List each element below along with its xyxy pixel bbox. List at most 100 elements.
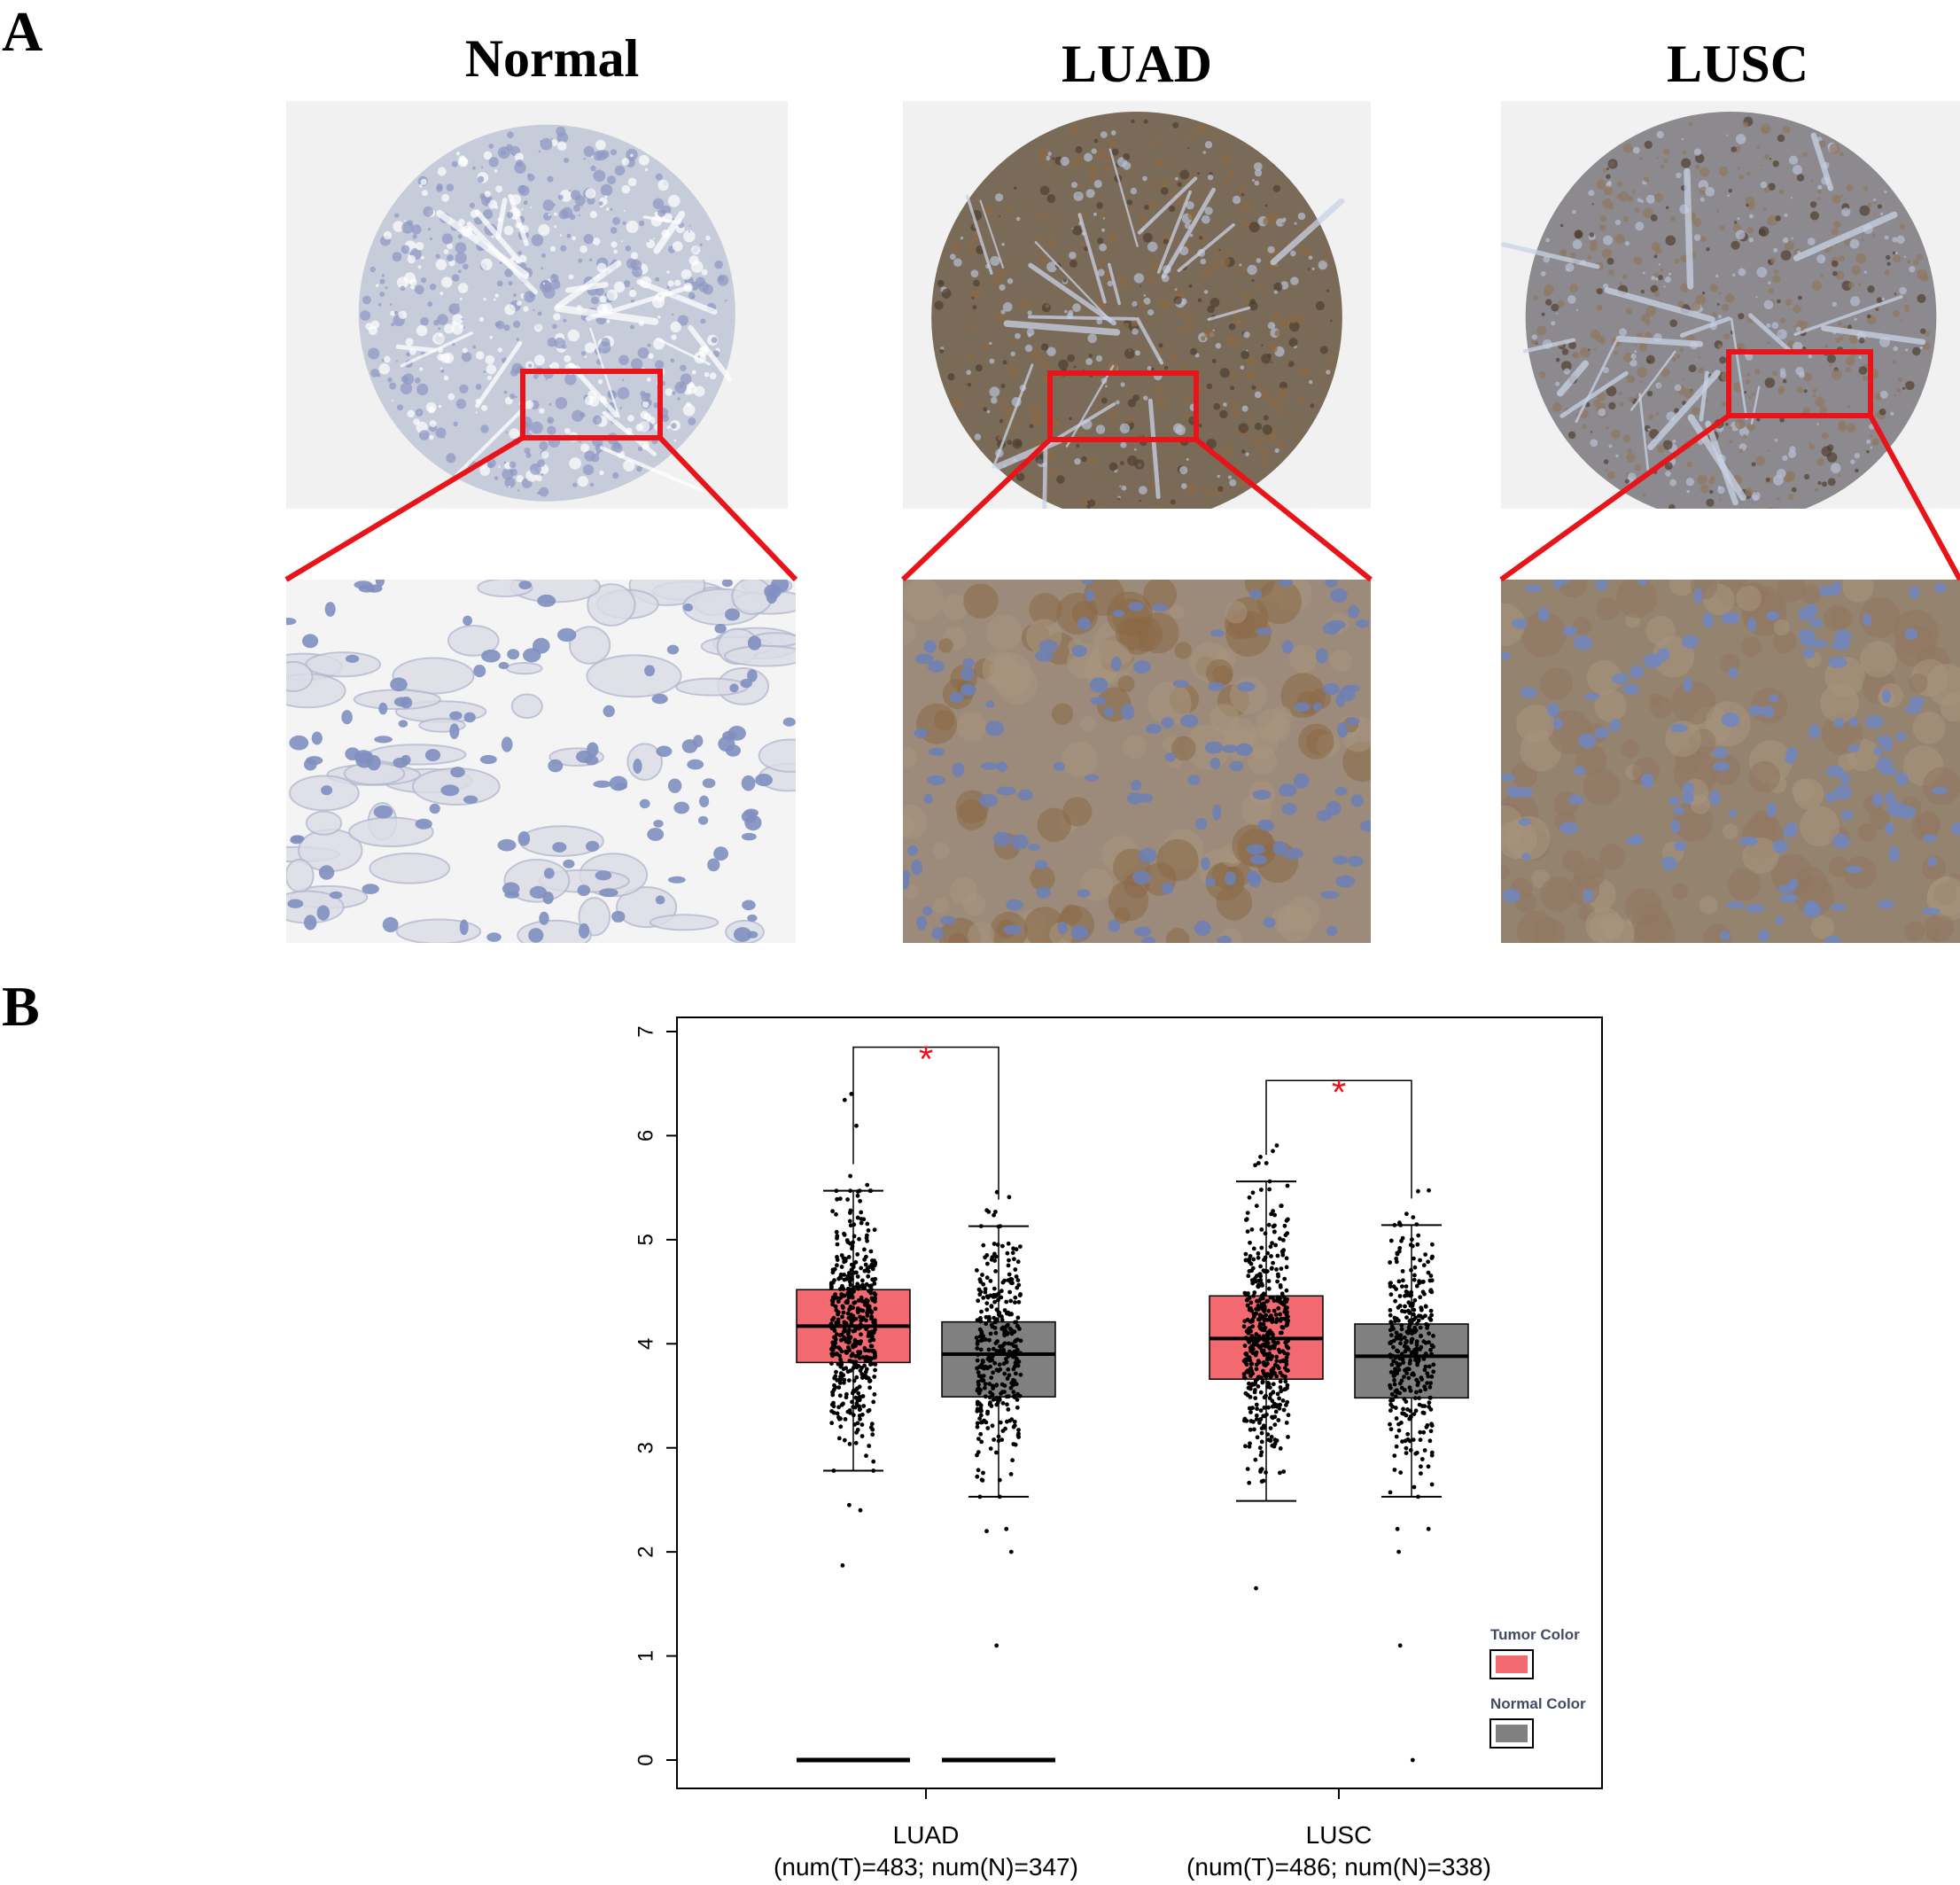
tissue-texture: [1637, 198, 1642, 203]
tissue-texture: [391, 323, 395, 327]
tissue-texture: [1254, 391, 1262, 399]
tissue-texture: [1127, 172, 1132, 176]
tissue-texture: [969, 324, 977, 331]
x-group-sublabel: (num(T)=486; num(N)=338): [1186, 1853, 1491, 1881]
tissue-texture: [1153, 386, 1161, 393]
tumor-point: [1284, 1256, 1289, 1261]
tumor-point: [839, 1349, 844, 1354]
normal-point: [1396, 1349, 1401, 1354]
tissue-texture: [1089, 164, 1098, 173]
tissue-texture: [483, 298, 486, 301]
tissue-texture: [1178, 290, 1186, 298]
tissue-texture: [1699, 236, 1707, 243]
tissue-texture: [1798, 295, 1802, 300]
tumor-point: [1248, 1395, 1253, 1399]
normal-point: [1016, 1428, 1021, 1432]
tissue-texture: [1264, 204, 1268, 207]
tissue-texture: [1219, 256, 1231, 267]
tissue-texture: [947, 373, 955, 381]
normal-point: [1418, 1437, 1423, 1443]
tissue-texture: [1850, 296, 1861, 307]
normal-point: [1404, 1211, 1409, 1217]
tissue-texture: [1008, 336, 1011, 339]
tissue-texture: [626, 220, 639, 233]
tumor-point: [842, 1277, 847, 1282]
normal-point: [1409, 1414, 1413, 1420]
tissue-texture: [653, 238, 655, 240]
tumor-point: [834, 1369, 838, 1375]
zoom-line: [1868, 414, 1960, 581]
tissue-texture: [1081, 456, 1087, 463]
tissue-texture: [483, 370, 486, 373]
normal-point: [1404, 1339, 1409, 1344]
tissue-texture: [485, 198, 491, 204]
tissue-texture: [1143, 123, 1147, 129]
tumor-point: [1284, 1421, 1289, 1425]
tissue-texture: [1161, 455, 1165, 459]
tumor-point: [858, 1406, 862, 1412]
tumor-point: [1251, 1257, 1256, 1262]
normal-point: [1418, 1325, 1423, 1330]
tissue-texture: [1281, 222, 1285, 225]
tissue-texture: [1087, 499, 1096, 507]
tissue-texture: [541, 450, 549, 459]
tissue-texture: [970, 269, 979, 277]
normal-point: [1001, 1361, 1007, 1367]
tissue-texture: [444, 323, 455, 334]
normal-point: [984, 1314, 989, 1320]
tissue-texture: [370, 369, 379, 378]
tissue-texture: [395, 360, 398, 362]
normal-point: [1012, 1378, 1017, 1383]
tissue-texture: [1709, 284, 1718, 292]
tissue-texture: [525, 452, 532, 458]
tissue-streak: [1042, 442, 1048, 509]
tissue-texture: [1108, 409, 1120, 420]
normal-point: [992, 1286, 997, 1291]
tissue-texture: [1655, 277, 1659, 281]
tissue-texture: [1629, 396, 1635, 402]
tissue-texture: [1098, 394, 1103, 400]
normal-point: [1401, 1278, 1405, 1283]
tissue-texture: [1685, 478, 1694, 487]
tissue-texture: [1725, 423, 1729, 426]
tissue-streak: [1135, 316, 1164, 365]
tumor-point: [1253, 1381, 1258, 1386]
tumor-point: [854, 1402, 859, 1407]
normal-point: [979, 1329, 984, 1334]
tissue-texture: [1822, 481, 1827, 487]
normal-point: [1005, 1419, 1009, 1424]
normal-point: [992, 1437, 996, 1442]
tissue-texture: [1774, 269, 1779, 275]
tissue-texture: [1763, 186, 1770, 193]
tissue-texture: [1767, 215, 1777, 226]
tissue-texture: [1681, 158, 1692, 168]
normal-point: [1399, 1351, 1404, 1357]
tissue-texture: [970, 250, 976, 257]
tissue-texture: [1097, 157, 1101, 161]
tissue-texture: [451, 160, 458, 167]
tissue-texture: [1065, 299, 1071, 304]
tissue-texture: [1788, 155, 1799, 165]
normal-point: [1404, 1399, 1409, 1404]
tissue-texture: [1179, 465, 1188, 475]
tissue-texture: [1916, 253, 1923, 261]
normal-point: [988, 1279, 993, 1283]
normal-point: [989, 1375, 994, 1380]
tissue-texture: [1093, 179, 1102, 189]
tissue-texture: [503, 461, 507, 464]
tissue-texture: [1241, 293, 1250, 302]
tumor-point: [832, 1383, 836, 1388]
tissue-texture: [451, 274, 460, 282]
tumor-point: [1257, 1272, 1263, 1277]
tumor-point: [1258, 1155, 1263, 1159]
tissue-texture: [1808, 354, 1813, 359]
tumor-point: [1272, 1401, 1277, 1406]
tissue-texture: [1060, 156, 1069, 167]
tissue-texture: [393, 221, 404, 232]
tissue-texture: [981, 353, 984, 356]
tissue-texture: [509, 461, 517, 469]
tumor-point: [1266, 1405, 1271, 1410]
tissue-texture: [488, 144, 494, 149]
tissue-texture: [1790, 197, 1793, 199]
tissue-texture: [539, 440, 548, 451]
